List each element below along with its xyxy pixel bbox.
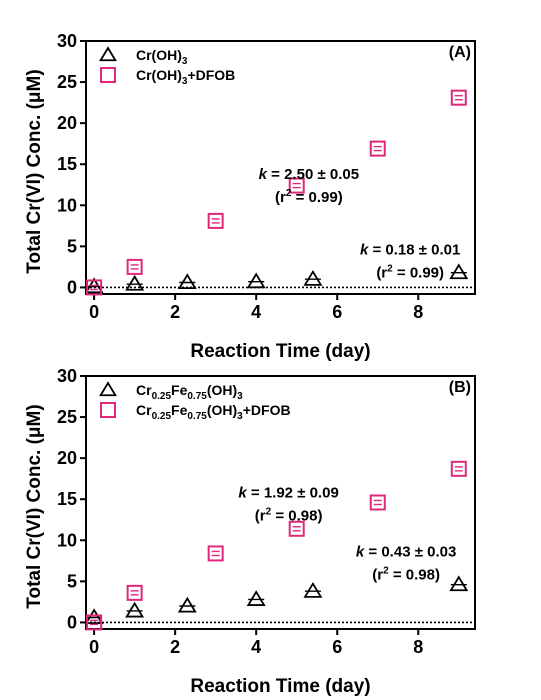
chart-0-series-0-point [303,269,323,286]
chart-1-annotation-r2-1: (r2 = 0.98) [372,566,440,584]
chart-1-x-tick-label: 6 [332,637,342,657]
chart-0-series-1-point [126,258,143,275]
chart-0-panel-label: (A) [449,44,471,61]
chart-1-series-1-point [86,614,103,631]
chart-0-annotation-k-0: k = 2.50 ± 0.05 [259,166,359,183]
chart-1-plot-frame [85,375,476,630]
chart-1-series-0-point [177,596,197,613]
chart-1-legend-marker-0 [99,381,117,397]
chart-1-y-tick-label: 20 [57,448,77,468]
chart-1-annotation-r2-0: (r2 = 0.98) [255,507,323,525]
chart-1-y-tick-label: 10 [57,530,77,550]
panel-b: 0 2 4 6 8 0 5 10 15 20 25 30 Reaction Time (day) Tota… [24,366,476,697]
chart-0-y-tick-label: 25 [57,72,77,92]
chart-0-series-1-point [86,279,103,296]
chart-1-series-0-point [84,608,104,625]
chart-0-x-tick-label: 6 [332,302,342,322]
chart-1-legend-label-1: Cr0.25Fe0.75(OH)3+DFOB [136,402,291,422]
chart-0-series-1-point [450,89,467,106]
chart-0-series-1-point [369,140,386,157]
chart-1-series-1-point [450,460,467,477]
chart-1-x-tick-label: 2 [170,637,180,657]
chart-1-panel-label: (B) [449,379,471,396]
chart-0-plot-frame [85,40,476,295]
chart-0-x-axis-title: Reaction Time (day) [190,341,370,362]
chart-0-x-tick-label: 0 [89,302,99,322]
chart-1-y-tick-label: 25 [57,407,77,427]
chart-0-legend-marker-0 [99,46,117,62]
chart-1-series-1-point [288,520,305,537]
chart-0-series-0-point [246,272,266,289]
chart-0-x-tick-label: 4 [251,302,261,322]
chart-0-legend-label-0: Cr(OH)3 [136,47,188,67]
chart-0-series-0-point [177,273,197,290]
chart-0-y-tick-label: 5 [67,236,77,256]
panel-a: 0 2 4 6 8 0 5 10 15 20 25 30 Reaction Time (day) Tota… [24,31,476,362]
chart-0-x-tick-label: 8 [413,302,423,322]
chart-0-y-tick-label: 30 [57,31,77,51]
chart-1-annotation-k-1: k = 0.43 ± 0.03 [356,544,456,561]
chart-0-annotation-k-1: k = 0.18 ± 0.01 [360,242,460,259]
chart-0-legend-marker-1 [100,67,116,83]
chart-0-annotation-r2-1: (r2 = 0.99) [376,264,444,282]
chart-0-y-tick-label: 0 [67,277,77,297]
chart-1-series-0-point [449,575,469,592]
chart-1-annotation-k-0: k = 1.92 ± 0.09 [238,485,338,502]
chart-1-y-tick-label: 30 [57,366,77,386]
chart-1-series-0-point [303,581,323,598]
chart-0-legend-label-1: Cr(OH)3+DFOB [136,67,235,87]
chart-0-series-1-point [288,177,305,194]
chart-1-series-1-point [207,545,224,562]
chart-0-y-tick-label: 15 [57,154,77,174]
chart-1-x-tick-label: 4 [251,637,261,657]
chart-0-y-tick-label: 20 [57,113,77,133]
chart-1-series-0-point [125,601,145,618]
chart-0-annotation-r2-0: (r2 = 0.99) [275,188,343,206]
chart-1-y-tick-label: 5 [67,571,77,591]
chart-1-series-1-point [126,584,143,601]
chart-0-series-1-point [207,212,224,229]
chart-0-y-tick-label: 10 [57,195,77,215]
chart-1-y-axis-title: Total Cr(VI) Conc. (μM) [24,404,45,608]
chart-0-series-0-point [449,263,469,280]
chart-0-x-tick-label: 2 [170,302,180,322]
chart-1-x-tick-label: 0 [89,637,99,657]
chart-1-y-tick-label: 15 [57,489,77,509]
chart-1-series-1-point [369,494,386,511]
chart-1-legend-label-0: Cr0.25Fe0.75(OH)3 [136,382,243,402]
chart-1-legend-marker-1 [100,402,116,418]
chart-1-y-tick-label: 0 [67,612,77,632]
chart-0-series-0-point [125,274,145,291]
chart-1-x-tick-label: 8 [413,637,423,657]
chart-0-y-axis-title: Total Cr(VI) Conc. (μM) [24,69,45,273]
chart-1-x-axis-title: Reaction Time (day) [190,676,370,697]
chart-1-series-0-point [246,590,266,606]
